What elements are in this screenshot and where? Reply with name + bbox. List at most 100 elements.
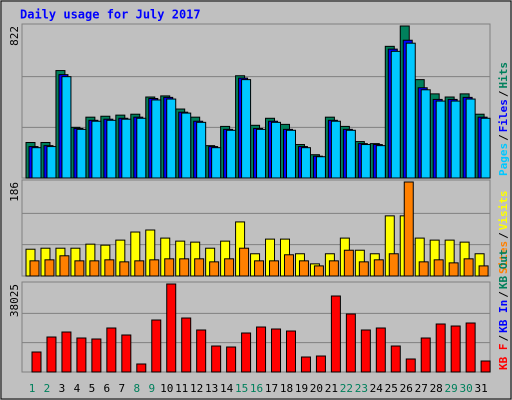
bar [179,258,190,277]
bar [283,254,294,277]
x-tick-label: 23 [355,382,368,395]
bar [435,100,446,179]
bar [465,98,476,179]
x-tick-label: 17 [265,382,278,395]
legend: Sites /Visits [497,191,510,275]
bar [433,259,444,277]
x-tick-label: 13 [205,382,218,395]
bar [450,100,461,179]
x-tick-label: 14 [220,382,234,395]
bar [420,89,431,179]
bar [181,317,192,373]
x-tick-label: 31 [474,382,487,395]
x-tick-label: 10 [160,382,173,395]
legend-separator: / [497,232,510,239]
bar [224,258,235,277]
bar [61,76,72,179]
bar [256,326,267,373]
bar [256,128,267,179]
bar [298,260,309,277]
bar [46,336,57,373]
bar [478,265,489,277]
bar [390,50,401,179]
x-tick-label: 15 [235,382,248,395]
bar [463,258,474,277]
legend-separator: / [497,90,510,97]
bar [211,147,222,179]
legend-entry: KB F [497,344,510,371]
bar [465,322,476,373]
bar [166,283,177,373]
bar [196,121,207,179]
bar [209,261,220,277]
chart-title: Daily usage for July 2017 [20,8,201,22]
legend: Pages/Files/Hits [497,62,510,176]
bar [328,260,339,277]
legend-entry: Hits [497,62,510,89]
x-tick-label: 12 [190,382,203,395]
bar [285,129,296,179]
bar [194,258,205,277]
x-tick-label: 2 [44,382,51,395]
bar [403,181,414,277]
legend: KB F / KB In / KB Out [497,249,510,370]
x-tick-label: 27 [415,382,428,395]
bar [254,260,265,277]
x-tick-label: 28 [430,382,443,395]
bar [345,313,356,373]
bar [119,261,130,277]
legend-entry: Sites [497,241,510,274]
x-tick-label: 11 [175,382,188,395]
bar [300,147,311,179]
bar [405,358,416,373]
bar [164,258,175,277]
bar [91,338,102,373]
bar [345,129,356,179]
bar [271,121,282,179]
bar [149,259,160,277]
x-tick-label: 29 [445,382,458,395]
legend-separator: / [497,335,510,342]
legend-entry: KB In [497,300,510,333]
bar [226,346,237,373]
bar [59,255,70,277]
bar [435,323,446,373]
x-tick-label: 30 [460,382,473,395]
bar [121,118,132,179]
bar [29,260,40,277]
y-tick-label: 186 [8,182,21,202]
x-tick-label: 24 [370,382,384,395]
y-tick-label: 38025 [8,284,21,317]
bar [31,351,42,373]
bar [300,356,311,373]
legend-separator: / [497,291,510,298]
bar [104,259,115,277]
bar [241,332,252,373]
bar [239,247,250,277]
bar [271,328,282,373]
bar [226,129,237,179]
bar [136,363,147,373]
bar [405,42,416,179]
x-tick-label: 1 [29,382,36,395]
bar [373,259,384,277]
bar [46,146,57,179]
x-tick-label: 16 [250,382,263,395]
bar [151,319,162,373]
bar [418,261,429,277]
bar [196,329,207,373]
bar [89,260,100,277]
bar [106,327,117,373]
bar [480,360,491,373]
x-tick-label: 19 [295,382,308,395]
bar [420,337,431,373]
bar [61,331,72,373]
bar [269,260,280,277]
x-tick-label: 9 [148,382,155,395]
bar [313,265,324,277]
legend-entry: KB Out [497,249,510,289]
bar [358,261,369,277]
bar [106,119,117,179]
